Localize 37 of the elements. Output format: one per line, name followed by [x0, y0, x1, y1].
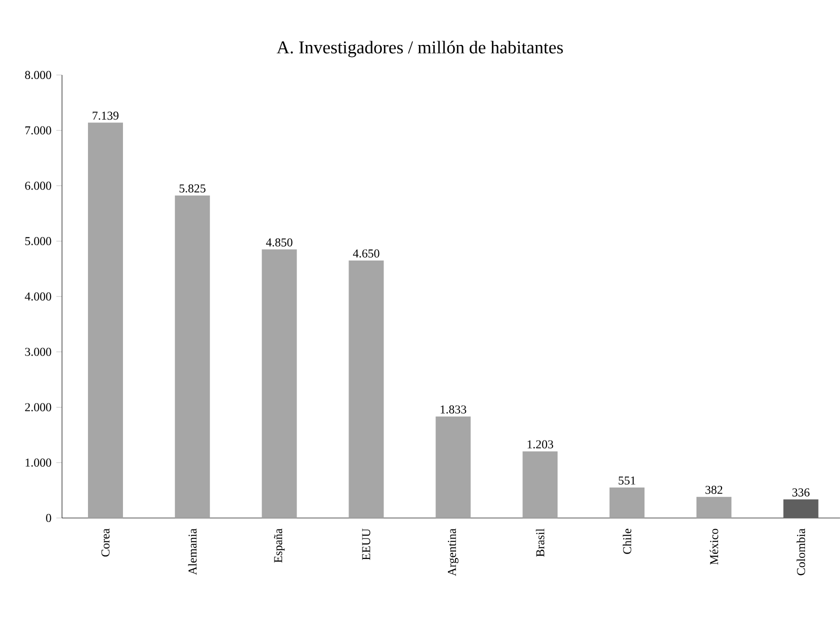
- data-label: 4.650: [352, 249, 380, 258]
- bar: [262, 249, 297, 518]
- y-tick-label: 5.000: [25, 237, 52, 246]
- data-label: 7.139: [92, 112, 118, 120]
- x-tick-label: Brasil: [536, 528, 544, 557]
- data-label: 382: [706, 486, 722, 494]
- data-label: 4.850: [266, 238, 292, 246]
- bar: [436, 416, 471, 518]
- chart-title: A. Investigadores / millón de habitantes: [276, 40, 563, 58]
- bar: [522, 451, 558, 518]
- bar: [783, 499, 818, 518]
- x-tick-label: EEUU: [362, 528, 370, 560]
- y-tick-label: 1.000: [26, 458, 52, 467]
- data-label: 1.203: [528, 440, 554, 448]
- bar: [696, 496, 732, 518]
- data-label: 551: [618, 476, 636, 485]
- y-tick-label: 2.000: [25, 403, 52, 412]
- y-tick-label: 4.000: [24, 292, 52, 301]
- bar: [88, 122, 123, 518]
- bar: [348, 260, 384, 518]
- y-tick-label: 8.000: [25, 70, 52, 80]
- y-tick-label: 7.000: [25, 126, 52, 134]
- data-label: 336: [792, 488, 810, 496]
- y-tick-label: 3.000: [25, 348, 52, 356]
- x-tick-label: Argentina: [448, 528, 458, 576]
- y-tick-label: 0: [46, 514, 52, 522]
- x-tick-label: España: [274, 528, 285, 563]
- bar: [174, 195, 210, 518]
- data-label: 5.825: [180, 184, 206, 193]
- x-tick-label: Chile: [622, 528, 632, 554]
- x-tick-label: México: [710, 528, 718, 565]
- x-tick-label: Corea: [101, 528, 110, 557]
- y-tick-label: 6.000: [25, 182, 52, 190]
- data-label: 1.833: [440, 405, 466, 414]
- bar: [610, 487, 645, 518]
- x-tick-label: Alemania: [188, 528, 197, 575]
- x-tick-label: Colombia: [796, 528, 806, 576]
